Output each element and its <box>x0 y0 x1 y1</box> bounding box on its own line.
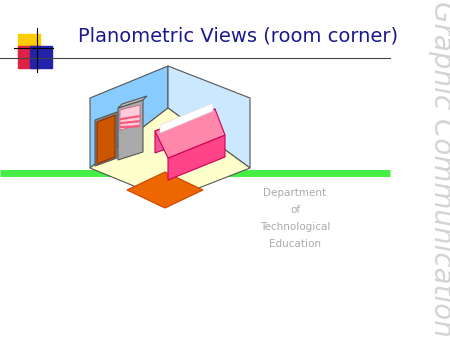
Polygon shape <box>118 96 147 108</box>
Bar <box>18 46 40 68</box>
Text: Planometric Views (room corner): Planometric Views (room corner) <box>78 26 398 46</box>
Polygon shape <box>97 115 115 164</box>
Text: Education: Education <box>269 239 321 249</box>
Polygon shape <box>155 109 215 153</box>
Polygon shape <box>95 112 117 166</box>
Polygon shape <box>168 135 225 180</box>
Polygon shape <box>168 66 250 168</box>
Text: Technological: Technological <box>260 222 330 232</box>
Text: Graphic Communication: Graphic Communication <box>428 1 450 337</box>
Text: Department: Department <box>263 188 327 198</box>
Polygon shape <box>120 105 140 130</box>
Polygon shape <box>160 103 213 133</box>
Bar <box>18 34 40 56</box>
Text: of: of <box>290 205 300 215</box>
Polygon shape <box>90 66 168 168</box>
Bar <box>30 46 52 68</box>
Polygon shape <box>118 100 143 160</box>
Polygon shape <box>127 172 203 208</box>
Polygon shape <box>90 108 250 200</box>
Polygon shape <box>155 109 225 158</box>
